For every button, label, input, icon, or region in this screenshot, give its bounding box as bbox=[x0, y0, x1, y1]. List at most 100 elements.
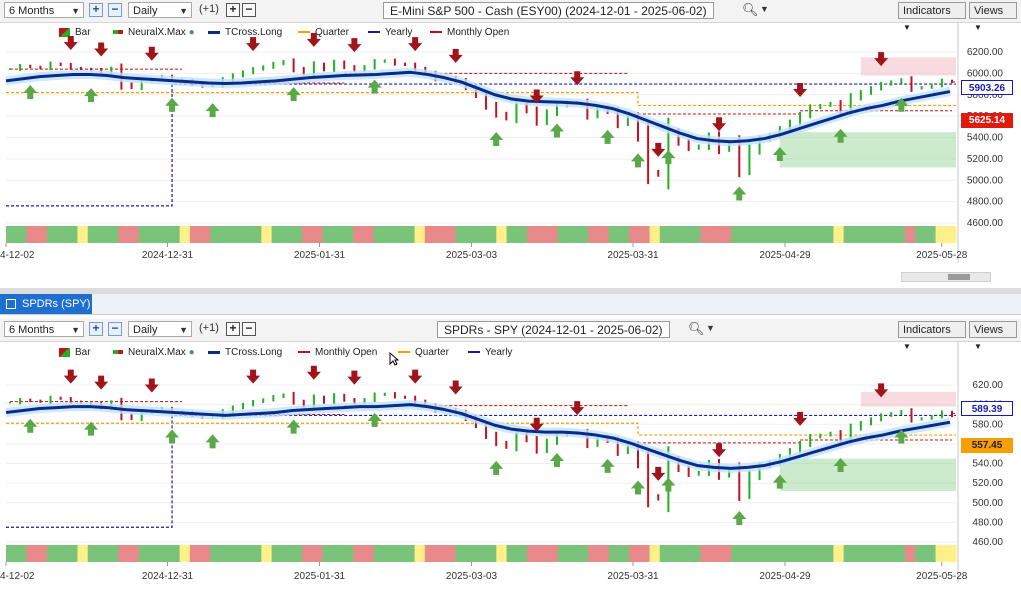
heat-cell bbox=[496, 545, 508, 562]
views-label: Views bbox=[974, 324, 1004, 336]
period-dropdown[interactable]: 6 Months ▼ bbox=[4, 321, 84, 337]
interval-dropdown[interactable]: Daily ▼ bbox=[128, 2, 192, 18]
heat-cell bbox=[741, 226, 753, 243]
sell-arrow-icon bbox=[529, 89, 544, 104]
heat-cell bbox=[118, 226, 130, 243]
legend-tcross-label: TCross.Long bbox=[225, 27, 283, 38]
heat-cell bbox=[271, 545, 283, 562]
es-price-chart[interactable]: 6200.006000.005800.005600.005400.005200.… bbox=[0, 22, 1021, 287]
heat-cell bbox=[332, 545, 344, 562]
buy-arrow-icon bbox=[489, 460, 504, 475]
chevron-down-icon[interactable]: ▼ bbox=[760, 4, 769, 14]
heat-cell bbox=[884, 226, 896, 243]
legend-monthly[interactable]: Monthly Open bbox=[298, 347, 377, 358]
y-tick-label: 5800.00 bbox=[967, 90, 1004, 101]
zoom-in-button[interactable]: + bbox=[89, 322, 103, 336]
legend-neuralx[interactable]: NeuralX.Max ● bbox=[113, 27, 195, 38]
neuralx-legend-icon bbox=[113, 350, 123, 355]
heat-cell bbox=[802, 545, 814, 562]
sell-arrow-icon bbox=[874, 383, 889, 398]
zoom-out-button[interactable]: − bbox=[108, 3, 122, 17]
period-dropdown[interactable]: 6 Months ▼ bbox=[4, 2, 84, 18]
monthly-legend-icon bbox=[298, 351, 310, 354]
heat-cell bbox=[874, 545, 885, 562]
heat-cell bbox=[6, 545, 17, 562]
indicators-button[interactable]: Indicators ▼ bbox=[898, 321, 966, 351]
heat-cell bbox=[700, 545, 712, 562]
level-price-tag: 557.45 bbox=[961, 438, 1013, 453]
legend-neuralx-label: NeuralX.Max bbox=[128, 347, 186, 358]
chevron-down-icon[interactable]: ▼ bbox=[706, 323, 715, 333]
legend-yearly[interactable]: Yearly bbox=[368, 27, 412, 38]
legend-quarter[interactable]: Quarter bbox=[298, 27, 349, 38]
heat-cell bbox=[853, 226, 865, 243]
horizontal-scrollbar[interactable] bbox=[901, 272, 991, 282]
x-tick-label: 2024-12-31 bbox=[142, 571, 194, 582]
heat-cell bbox=[67, 226, 79, 243]
legend-monthly[interactable]: Monthly Open bbox=[430, 27, 509, 38]
heat-cell bbox=[97, 545, 109, 562]
yearly-legend-icon bbox=[468, 351, 480, 354]
y-tick-label: 6000.00 bbox=[967, 68, 1004, 79]
zoom-in-button[interactable]: + bbox=[89, 3, 103, 17]
symbol-title[interactable]: SPDRs - SPY (2024-12-01 - 2025-06-02) bbox=[437, 321, 670, 338]
search-icon[interactable]: 🔍︎ bbox=[742, 2, 759, 17]
indicators-button[interactable]: Indicators ▼ bbox=[898, 2, 966, 32]
x-tick-label: 2025-03-03 bbox=[446, 250, 498, 261]
heat-cell bbox=[251, 226, 262, 243]
heat-cell bbox=[721, 545, 732, 562]
views-button[interactable]: Views ▼ bbox=[969, 321, 1017, 351]
sell-arrow-icon bbox=[246, 37, 261, 52]
heat-cell bbox=[302, 226, 313, 243]
views-button[interactable]: Views ▼ bbox=[969, 2, 1017, 32]
interval-dropdown[interactable]: Daily ▼ bbox=[128, 321, 192, 337]
heat-cell bbox=[894, 545, 906, 562]
search-icon[interactable]: 🔍︎ bbox=[688, 321, 705, 336]
heat-cell bbox=[210, 545, 222, 562]
legend-yearly-label: Yearly bbox=[485, 347, 513, 358]
symbol-title[interactable]: E-Mini S&P 500 - Cash (ESY00) (2024-12-0… bbox=[383, 2, 714, 19]
remove-bar-button[interactable]: − bbox=[242, 322, 256, 336]
heat-cell bbox=[16, 545, 27, 562]
legend-bar[interactable]: Bar bbox=[59, 27, 91, 38]
buy-arrow-icon bbox=[23, 418, 38, 433]
heat-cell bbox=[435, 545, 446, 562]
buy-arrow-icon bbox=[600, 458, 615, 473]
scrollbar-thumb[interactable] bbox=[948, 274, 970, 280]
heat-cell bbox=[690, 226, 702, 243]
y-tick-label: 500.00 bbox=[972, 498, 1003, 509]
sell-arrow-icon bbox=[712, 117, 727, 132]
legend-quarter[interactable]: Quarter bbox=[398, 347, 449, 358]
legend-quarter-label: Quarter bbox=[415, 347, 449, 358]
legend-bar[interactable]: Bar bbox=[59, 347, 91, 358]
add-bar-button[interactable]: + bbox=[226, 322, 240, 336]
heat-cell bbox=[128, 226, 140, 243]
tab-spy[interactable]: SPDRs (SPY) bbox=[0, 294, 92, 314]
heat-cell bbox=[97, 226, 109, 243]
legend-tcross[interactable]: TCross.Long bbox=[208, 347, 282, 358]
heat-cell bbox=[118, 545, 130, 562]
sell-arrow-icon bbox=[651, 142, 666, 157]
heat-cell bbox=[200, 226, 211, 243]
buy-arrow-icon bbox=[661, 477, 676, 492]
heat-cell bbox=[772, 545, 783, 562]
heat-cell bbox=[87, 545, 99, 562]
legend-tcross[interactable]: TCross.Long bbox=[208, 27, 282, 38]
heat-cell bbox=[363, 226, 375, 243]
pane-splitter[interactable] bbox=[0, 288, 1021, 294]
heat-cell bbox=[475, 545, 487, 562]
zoom-out-button[interactable]: − bbox=[108, 322, 122, 336]
heat-cell bbox=[629, 545, 640, 562]
spy-price-chart[interactable]: 620.00600.00580.00560.00540.00520.00500.… bbox=[0, 341, 1021, 596]
buy-arrow-icon bbox=[286, 419, 301, 434]
legend-neuralx[interactable]: NeuralX.Max ● bbox=[113, 347, 195, 358]
heat-cell bbox=[537, 226, 548, 243]
remove-bar-button[interactable]: − bbox=[242, 3, 256, 17]
legend-yearly[interactable]: Yearly bbox=[468, 347, 512, 358]
y-tick-label: 4800.00 bbox=[967, 197, 1004, 208]
sell-arrow-icon bbox=[529, 417, 544, 432]
sell-arrow-icon bbox=[570, 401, 585, 416]
quarter-line bbox=[6, 422, 956, 436]
add-bar-button[interactable]: + bbox=[226, 3, 240, 17]
buy-arrow-icon bbox=[833, 457, 848, 472]
